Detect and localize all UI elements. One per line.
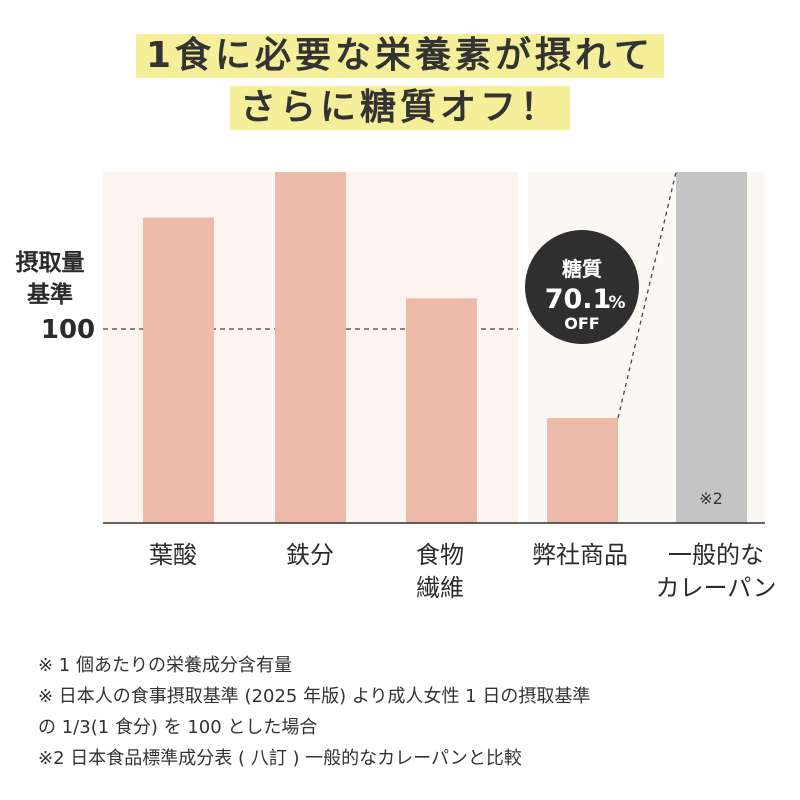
category-label-2: 繊維 xyxy=(416,574,464,602)
bar-1 xyxy=(275,172,346,523)
y-axis-label-line: 摂取量 xyxy=(16,250,85,276)
footnotes: ※ 1 個あたりの栄養成分含有量 ※ 日本人の食事摂取基準 (2025 年版) … xyxy=(38,650,590,774)
category-label-4: カレーパン xyxy=(656,574,777,602)
badge-label-off: OFF xyxy=(564,314,599,333)
category-label-2: 食物 xyxy=(416,541,464,569)
headline-line-1: 1食に必要な栄養素が摂れて xyxy=(136,34,664,78)
footnote-2: ※ 日本人の食事摂取基準 (2025 年版) より成人女性 1 日の摂取基準 xyxy=(38,686,591,707)
headline-line-1-wrap: 1食に必要な栄養素が摂れて xyxy=(0,34,800,78)
category-label-3: 弊社商品 xyxy=(532,541,628,569)
bar-0 xyxy=(143,217,214,523)
headline-line-2-wrap: さらに糖質オフ！ xyxy=(0,86,800,130)
category-label-4: 一般的な xyxy=(668,541,764,569)
category-label-1: 鉄分 xyxy=(286,541,334,569)
headline-line-2: さらに糖質オフ！ xyxy=(229,86,570,130)
footnote-2-cont: の 1/3(1 食分) を 100 とした場合 xyxy=(38,717,318,738)
bar-annotation-note2: ※2 xyxy=(699,489,723,508)
category-label-0: 葉酸 xyxy=(149,541,197,569)
footnote-3: ※2 日本食品標準成分表 ( 八訂 ) 一般的なカレーパンと比較 xyxy=(38,748,522,769)
badge-label-carb: 糖質 xyxy=(562,257,602,281)
carb-off-badge xyxy=(525,230,639,344)
badge-unit: % xyxy=(608,293,625,313)
comparison-connector xyxy=(617,171,677,419)
bar-right-0 xyxy=(547,418,618,523)
reference-line-label: 100 xyxy=(41,315,95,345)
bar-2 xyxy=(406,298,477,523)
bar-right-1 xyxy=(676,172,747,523)
badge-value: 70.1 xyxy=(545,284,612,315)
y-axis-label-line: 基準 xyxy=(27,281,73,308)
footnote-1: ※ 1 個あたりの栄養成分含有量 xyxy=(38,655,292,676)
